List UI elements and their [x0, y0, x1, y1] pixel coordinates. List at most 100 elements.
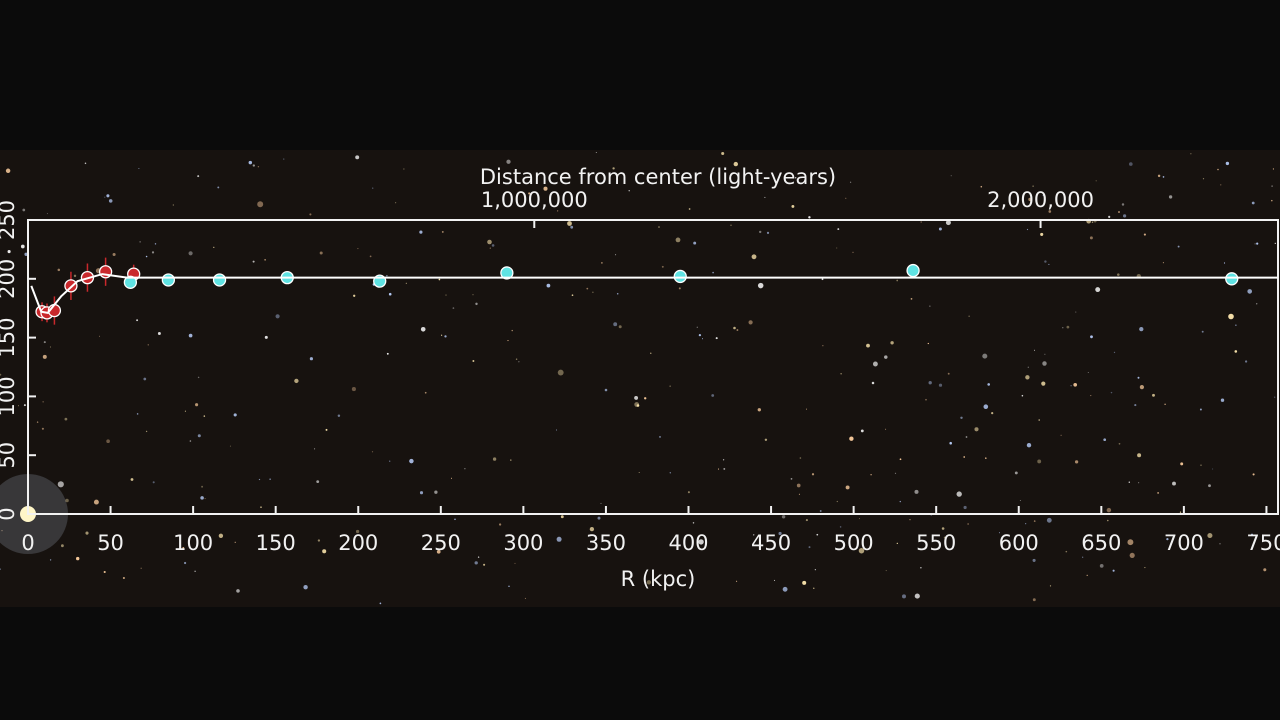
- star: [444, 335, 447, 338]
- star: [269, 478, 271, 480]
- star: [1, 530, 3, 532]
- star: [849, 436, 854, 441]
- star: [698, 333, 702, 337]
- data-point: [161, 273, 176, 287]
- star: [445, 294, 447, 296]
- star: [796, 483, 801, 488]
- star: [106, 194, 110, 198]
- star: [808, 216, 811, 219]
- star: [813, 587, 815, 589]
- star: [264, 335, 268, 339]
- star: [634, 395, 639, 400]
- star: [600, 502, 602, 504]
- star: [1044, 353, 1046, 355]
- star: [1028, 197, 1032, 202]
- star: [106, 439, 110, 444]
- star: [963, 456, 966, 458]
- star: [46, 213, 48, 215]
- star: [1139, 384, 1145, 390]
- star: [947, 372, 950, 375]
- star: [814, 569, 816, 571]
- star: [840, 373, 842, 375]
- star: [23, 404, 26, 407]
- star: [604, 388, 608, 392]
- star: [203, 415, 206, 417]
- star: [1062, 327, 1064, 329]
- star: [798, 493, 800, 495]
- star: [1033, 349, 1036, 351]
- star: [1027, 366, 1029, 368]
- star: [899, 500, 901, 503]
- star: [1021, 394, 1024, 397]
- star: [560, 515, 564, 519]
- star: [1271, 199, 1273, 202]
- x-tick-label: 50: [97, 531, 124, 555]
- star: [1235, 324, 1237, 326]
- star: [20, 244, 25, 249]
- star: [983, 404, 989, 410]
- star: [1251, 533, 1253, 536]
- star: [369, 255, 372, 258]
- star: [1089, 236, 1093, 240]
- star: [450, 477, 453, 479]
- star: [1139, 326, 1144, 332]
- data-point: [212, 273, 227, 287]
- star: [974, 427, 979, 432]
- star: [650, 352, 652, 354]
- star: [1251, 201, 1255, 205]
- star: [197, 376, 200, 379]
- star: [1082, 556, 1084, 558]
- star: [371, 451, 374, 453]
- star: [982, 353, 988, 359]
- star: [790, 478, 793, 480]
- star: [836, 500, 838, 503]
- star: [260, 506, 262, 508]
- star: [1200, 464, 1202, 466]
- star: [1168, 195, 1173, 199]
- star: [143, 377, 147, 381]
- star: [213, 246, 215, 248]
- star: [1252, 473, 1255, 476]
- star: [1026, 228, 1029, 231]
- star: [1032, 185, 1034, 187]
- star: [357, 248, 359, 250]
- x-tick-label: 350: [586, 531, 626, 555]
- star: [870, 473, 872, 476]
- star: [388, 292, 392, 296]
- x-tick-label: 600: [999, 531, 1039, 555]
- x-tick-label: 650: [1081, 531, 1121, 555]
- star: [1066, 325, 1070, 329]
- model-curve: [30, 273, 1278, 314]
- star: [967, 523, 969, 525]
- star: [941, 527, 945, 530]
- star: [836, 247, 838, 249]
- star: [751, 254, 757, 260]
- star: [528, 192, 531, 195]
- star: [1049, 585, 1052, 587]
- star: [618, 325, 622, 329]
- star: [1106, 507, 1112, 513]
- star: [1274, 242, 1276, 245]
- star: [1038, 419, 1040, 421]
- star: [757, 408, 761, 412]
- star: [839, 526, 842, 528]
- star: [644, 397, 647, 400]
- star: [920, 567, 922, 569]
- star: [1110, 391, 1113, 394]
- star: [195, 403, 199, 407]
- star: [386, 275, 388, 277]
- star: [752, 534, 755, 536]
- star: [759, 230, 762, 234]
- star: [515, 358, 518, 360]
- star: [309, 213, 312, 216]
- star: [949, 441, 952, 445]
- star: [316, 480, 320, 484]
- star: [902, 594, 906, 599]
- top-tick-label: 2,000,000: [987, 188, 1094, 212]
- star: [928, 381, 932, 385]
- star: [1247, 289, 1253, 294]
- data-point: [906, 263, 920, 278]
- star: [252, 260, 255, 263]
- star: [389, 460, 391, 462]
- star: [698, 539, 704, 545]
